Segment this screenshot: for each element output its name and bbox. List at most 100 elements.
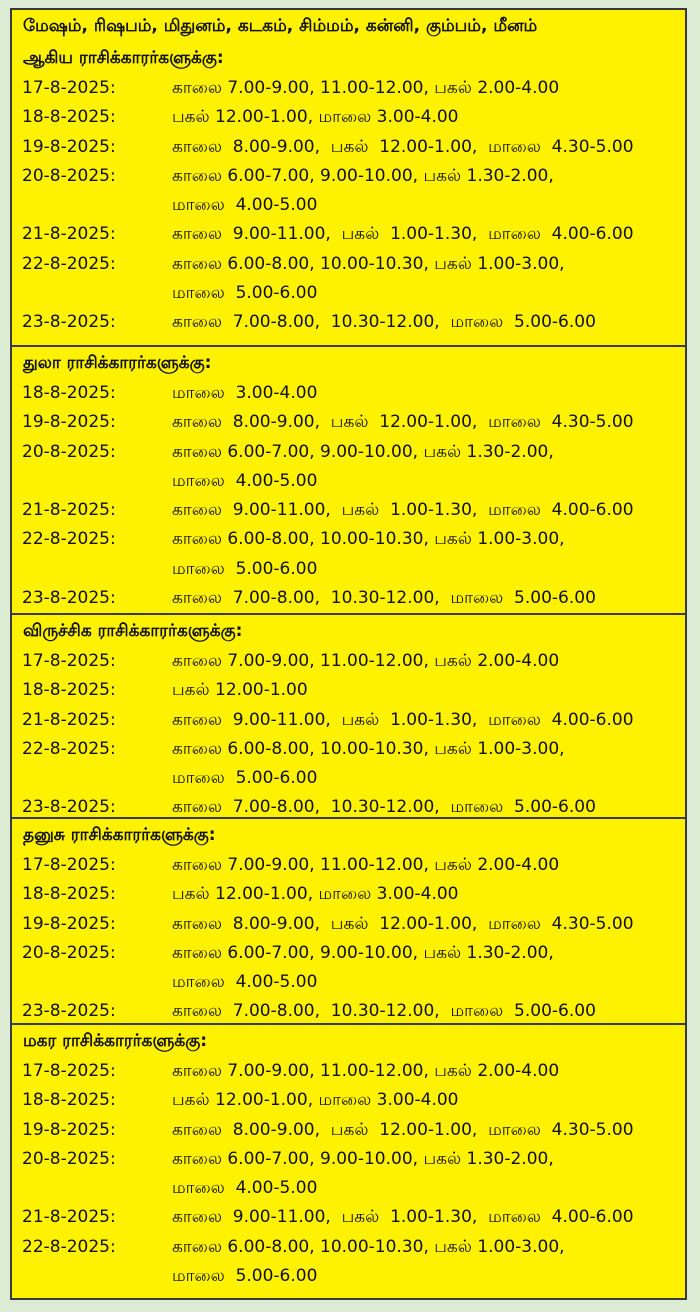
date-row: 20-8-2025: காலை 6.00-7.00, 9.00-10.00, பக… [12,162,685,221]
time-slot-line: காலை 6.00-7.00, 9.00-10.00, பகல் 1.30-2.… [172,441,554,462]
date-row: 17-8-2025: காலை 7.00-9.00, 11.00-12.00, ப… [12,647,685,676]
date-label: 23-8-2025: [22,312,116,333]
time-slots: காலை 6.00-8.00, 10.00-10.30, பகல் 1.00-3… [172,525,685,584]
time-slots: பகல் 12.00-1.00, மாலை 3.00-4.00 [172,880,685,909]
date-label: 22-8-2025: [22,529,116,550]
time-slots: காலை 6.00-8.00, 10.00-10.30, பகல் 1.00-3… [172,735,685,794]
date-row: 17-8-2025: காலை 7.00-9.00, 11.00-12.00, ப… [12,851,685,880]
time-slot-line: காலை 9.00-11.00, பகல் 1.00-1.30, மாலை 4.… [172,224,634,245]
date-label: 18-8-2025: [22,383,116,403]
time-slot-line: காலை 6.00-8.00, 10.00-10.30, பகல் 1.00-3… [172,529,565,550]
time-slot-line: காலை 6.00-7.00, 9.00-10.00, பகல் 1.30-2.… [172,1148,554,1169]
time-slot-line: காலை 9.00-11.00, பகல் 1.00-1.30, மாலை 4.… [172,500,634,521]
rasi-section: துலா ராசிக்காரர்களுக்கு: 18-8-2025: மாலை 3… [12,347,685,615]
time-slot-line: காலை 7.00-9.00, 11.00-12.00, பகல் 2.00-4… [172,78,560,98]
time-slot-line: காலை 6.00-8.00, 10.00-10.30, பகல் 1.00-3… [172,1236,565,1257]
time-slots: காலை 9.00-11.00, பகல் 1.00-1.30, மாலை 4.… [172,706,685,735]
time-slots: காலை 7.00-8.00, 10.30-12.00, மாலை 5.00-6… [172,308,685,337]
date-row: 18-8-2025: பகல் 12.00-1.00, மாலை 3.00-4.0… [12,880,685,909]
time-slot-line: மாலை 5.00-6.00 [172,283,318,304]
time-slot-line: காலை 6.00-7.00, 9.00-10.00, பகல் 1.30-2.… [172,942,554,963]
time-slot-line: காலை 6.00-8.00, 10.00-10.30, பகல் 1.00-3… [172,738,565,759]
time-slot-line: காலை 6.00-8.00, 10.00-10.30, பகல் 1.00-3… [172,253,565,274]
date-row: 20-8-2025: காலை 6.00-7.00, 9.00-10.00, பக… [12,939,685,998]
date-label: 19-8-2025: [22,913,116,934]
date-row: 20-8-2025: காலை 6.00-7.00, 9.00-10.00, பக… [12,438,685,497]
time-slots: காலை 7.00-8.00, 10.30-12.00, மாலை 5.00-6… [172,584,685,613]
time-slot-line: காலை 7.00-8.00, 10.30-12.00, மாலை 5.00-6… [172,1001,596,1022]
date-label: 23-8-2025: [22,797,116,818]
time-slots: காலை 6.00-8.00, 10.00-10.30, பகல் 1.00-3… [172,250,685,309]
rasi-section: விருச்சிக ராசிக்காரர்களுக்கு: 17-8-2025: க… [12,615,685,819]
time-slot-line: மாலை 4.00-5.00 [172,195,318,216]
date-label: 23-8-2025: [22,1001,116,1022]
time-slot-line: பகல் 12.00-1.00 [172,680,308,701]
date-label: 18-8-2025: [22,884,116,905]
time-slot-line: மாலை 5.00-6.00 [172,768,318,789]
date-label: 21-8-2025: [22,224,116,245]
date-label: 22-8-2025: [22,738,116,759]
date-label: 21-8-2025: [22,1207,116,1228]
date-row: 18-8-2025: பகல் 12.00-1.00, மாலை 3.00-4.0… [12,103,685,132]
time-slots: காலை 9.00-11.00, பகல் 1.00-1.30, மாலை 4.… [172,496,685,525]
date-label: 22-8-2025: [22,1236,116,1257]
rasi-section: தனுசு ராசிக்காரர்களுக்கு: 17-8-2025: காலை … [12,819,685,1025]
date-label: 21-8-2025: [22,709,116,730]
date-row: 20-8-2025: காலை 6.00-7.00, 9.00-10.00, பக… [12,1145,685,1204]
section-heading: தனுசு ராசிக்காரர்களுக்கு: [23,825,216,845]
time-slot-line: பகல் 12.00-1.00, மாலை 3.00-4.00 [172,107,459,128]
time-slots: பகல் 12.00-1.00, மாலை 3.00-4.00 [172,103,685,132]
date-row: 23-8-2025: காலை 7.00-8.00, 10.30-12.00, ம… [12,308,685,337]
section-heading: விருச்சிக ராசிக்காரர்களுக்கு: [23,621,243,641]
time-slot-line: மாலை 5.00-6.00 [172,1266,318,1287]
date-label: 17-8-2025: [22,651,116,671]
time-slot-line: மாலை 4.00-5.00 [172,470,318,491]
time-slots: காலை 6.00-8.00, 10.00-10.30, பகல் 1.00-3… [172,1233,685,1292]
time-slots: காலை 7.00-9.00, 11.00-12.00, பகல் 2.00-4… [172,74,685,103]
time-slots: காலை 7.00-9.00, 11.00-12.00, பகல் 2.00-4… [172,851,685,880]
date-label: 18-8-2025: [22,107,116,128]
time-slots: காலை 7.00-9.00, 11.00-12.00, பகல் 2.00-4… [172,1057,685,1086]
time-slot-line: பகல் 12.00-1.00, மாலை 3.00-4.00 [172,884,459,905]
date-row: 19-8-2025: காலை 8.00-9.00, பகல் 12.00-1.0… [12,408,685,437]
date-label: 20-8-2025: [22,1148,116,1169]
date-label: 17-8-2025: [22,855,116,875]
date-label: 20-8-2025: [22,441,116,462]
date-row: 18-8-2025: பகல் 12.00-1.00 [12,676,685,705]
time-slots: காலை 6.00-7.00, 9.00-10.00, பகல் 1.30-2.… [172,1145,685,1204]
time-slot-line: காலை 9.00-11.00, பகல் 1.00-1.30, மாலை 4.… [172,1207,634,1228]
date-label: 21-8-2025: [22,500,116,521]
time-slots: காலை 8.00-9.00, பகல் 12.00-1.00, மாலை 4.… [172,133,685,162]
date-label: 17-8-2025: [22,78,116,98]
time-slots: காலை 6.00-7.00, 9.00-10.00, பகல் 1.30-2.… [172,438,685,497]
time-slots: காலை 8.00-9.00, பகல் 12.00-1.00, மாலை 4.… [172,1116,685,1145]
time-slot-line: காலை 8.00-9.00, பகல் 12.00-1.00, மாலை 4.… [172,136,634,157]
time-slot-line: காலை 7.00-8.00, 10.30-12.00, மாலை 5.00-6… [172,797,596,818]
time-slot-line: காலை 7.00-8.00, 10.30-12.00, மாலை 5.00-6… [172,312,596,333]
time-slots: பகல் 12.00-1.00 [172,676,685,705]
time-slot-line: காலை 7.00-8.00, 10.30-12.00, மாலை 5.00-6… [172,588,596,609]
time-slot-line: மாலை 5.00-6.00 [172,558,318,579]
date-row: 22-8-2025: காலை 6.00-8.00, 10.00-10.30, ப… [12,525,685,584]
section-heading: ஆகிய ராசிக்காரர்களுக்கு: [23,48,224,68]
section-heading: மேஷம், ரிஷபம், மிதுனம், கடகம், சிம்மம், … [23,16,538,36]
date-row: 18-8-2025: பகல் 12.00-1.00, மாலை 3.00-4.0… [12,1086,685,1115]
date-row: 19-8-2025: காலை 8.00-9.00, பகல் 12.00-1.0… [12,133,685,162]
date-row: 21-8-2025: காலை 9.00-11.00, பகல் 1.00-1.3… [12,220,685,249]
date-label: 19-8-2025: [22,136,116,157]
time-slots: காலை 9.00-11.00, பகல் 1.00-1.30, மாலை 4.… [172,1203,685,1232]
date-label: 22-8-2025: [22,253,116,274]
time-slots: காலை 9.00-11.00, பகல் 1.00-1.30, மாலை 4.… [172,220,685,249]
rasi-section: மேஷம், ரிஷபம், மிதுனம், கடகம், சிம்மம், … [12,10,685,347]
time-slot-line: காலை 7.00-9.00, 11.00-12.00, பகல் 2.00-4… [172,651,560,671]
date-row: 18-8-2025: மாலை 3.00-4.00 [12,379,685,408]
date-row: 17-8-2025: காலை 7.00-9.00, 11.00-12.00, ப… [12,74,685,103]
time-slot-line: காலை 8.00-9.00, பகல் 12.00-1.00, மாலை 4.… [172,412,634,433]
date-row: 23-8-2025: காலை 7.00-8.00, 10.30-12.00, ம… [12,997,685,1026]
time-slots: காலை 7.00-8.00, 10.30-12.00, மாலை 5.00-6… [172,997,685,1026]
time-slot-line: காலை 6.00-7.00, 9.00-10.00, பகல் 1.30-2.… [172,165,554,186]
time-slots: காலை 7.00-9.00, 11.00-12.00, பகல் 2.00-4… [172,647,685,676]
time-slots: பகல் 12.00-1.00, மாலை 3.00-4.00 [172,1086,685,1115]
date-label: 20-8-2025: [22,165,116,186]
date-row: 21-8-2025: காலை 9.00-11.00, பகல் 1.00-1.3… [12,1203,685,1232]
